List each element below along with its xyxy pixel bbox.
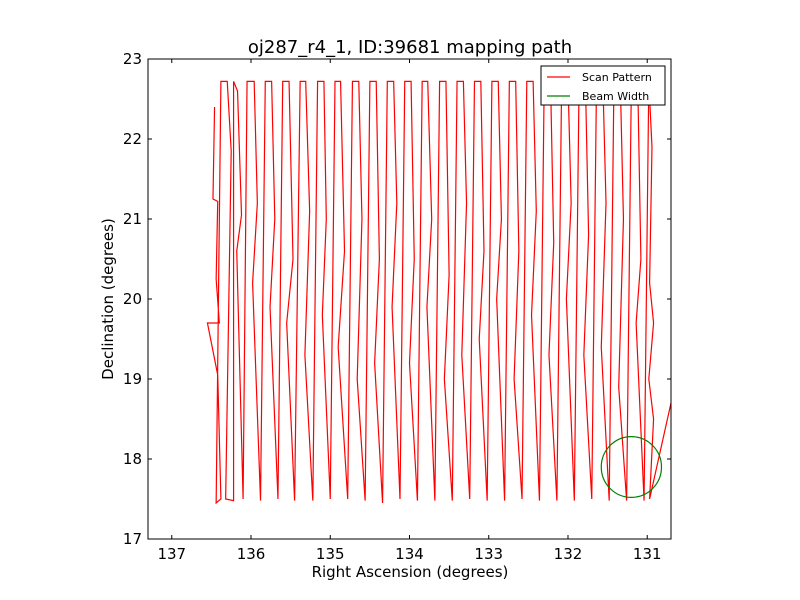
plot-background — [148, 59, 671, 539]
series-layer — [206, 80, 671, 505]
x-tick-label: 135 — [316, 545, 345, 563]
legend-label-scan-pattern: Scan Pattern — [582, 71, 652, 84]
x-tick-label: 133 — [474, 545, 503, 563]
scan-pattern-line — [206, 80, 671, 505]
y-axis-label: Declination (degrees) — [99, 218, 117, 380]
y-axis: 17 18 19 20 21 22 23 — [123, 50, 671, 548]
x-tick-label: 137 — [157, 545, 186, 563]
x-axis-label: Right Ascension (degrees) — [312, 563, 509, 581]
plot-area — [147, 58, 672, 540]
legend-box — [540, 65, 666, 106]
y-tick-label: 20 — [123, 290, 142, 308]
x-tick-label: 132 — [554, 545, 583, 563]
x-tick-label: 131 — [633, 545, 662, 563]
x-tick-label: 136 — [237, 545, 266, 563]
chart-title: oj287_r4_1, ID:39681 mapping path — [248, 37, 572, 58]
y-tick-label: 17 — [123, 530, 142, 548]
x-axis: 137 136 135 134 133 132 131 — [157, 59, 662, 563]
y-tick-label: 21 — [123, 210, 142, 228]
y-tick-label: 18 — [123, 450, 142, 468]
legend: Scan Pattern Beam Width — [540, 65, 666, 106]
y-tick-label: 19 — [123, 370, 142, 388]
y-tick-label: 22 — [123, 130, 142, 148]
y-tick-label: 23 — [123, 50, 142, 68]
beam-width-circle — [600, 436, 663, 499]
legend-label-beam-width: Beam Width — [582, 90, 649, 103]
x-tick-label: 134 — [395, 545, 424, 563]
